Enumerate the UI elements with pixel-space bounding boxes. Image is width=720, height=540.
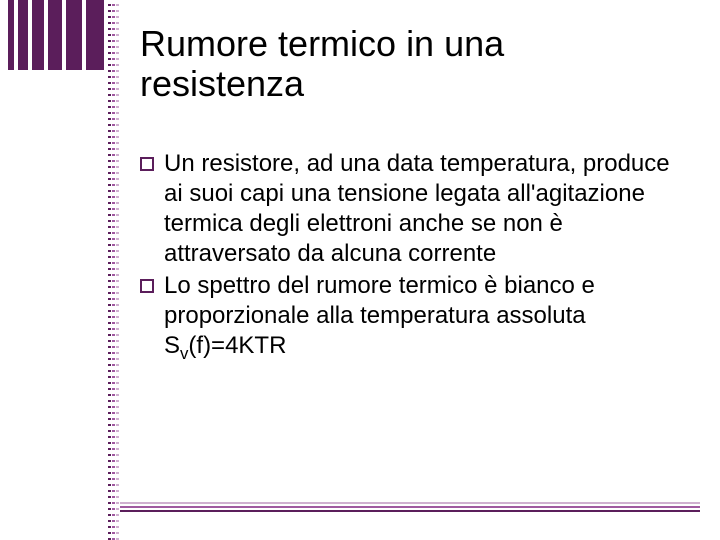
- bullet-marker-icon: [140, 279, 154, 293]
- decor-ticks: [112, 0, 115, 540]
- decor-ticks: [108, 0, 111, 540]
- bullet-marker-icon: [140, 157, 154, 171]
- decor-bar: [86, 0, 104, 70]
- decor-bar: [48, 0, 62, 70]
- decor-ticks: [116, 0, 119, 540]
- decor-bar: [66, 0, 82, 70]
- decor-bar: [18, 0, 28, 70]
- bullet-list: Un resistore, ad una data temperatura, p…: [140, 149, 690, 365]
- bullet-item: Lo spettro del rumore termico è bianco e…: [140, 271, 690, 365]
- decor-bar: [32, 0, 44, 70]
- slide-title: Rumore termico in una resistenza: [140, 24, 690, 103]
- decor-hline: [120, 506, 700, 508]
- title-line: Rumore termico in una: [140, 23, 504, 64]
- content-area: Rumore termico in una resistenza Un resi…: [140, 24, 690, 367]
- bullet-text: Un resistore, ad una data temperatura, p…: [164, 149, 690, 269]
- title-line: resistenza: [140, 63, 304, 104]
- decor-hline: [120, 510, 700, 512]
- left-decoration: [0, 0, 120, 540]
- bullet-item: Un resistore, ad una data temperatura, p…: [140, 149, 690, 269]
- decor-hline: [120, 502, 700, 504]
- decor-bar: [8, 0, 14, 70]
- bullet-text: Lo spettro del rumore termico è bianco e…: [164, 271, 690, 365]
- slide: Rumore termico in una resistenza Un resi…: [0, 0, 720, 540]
